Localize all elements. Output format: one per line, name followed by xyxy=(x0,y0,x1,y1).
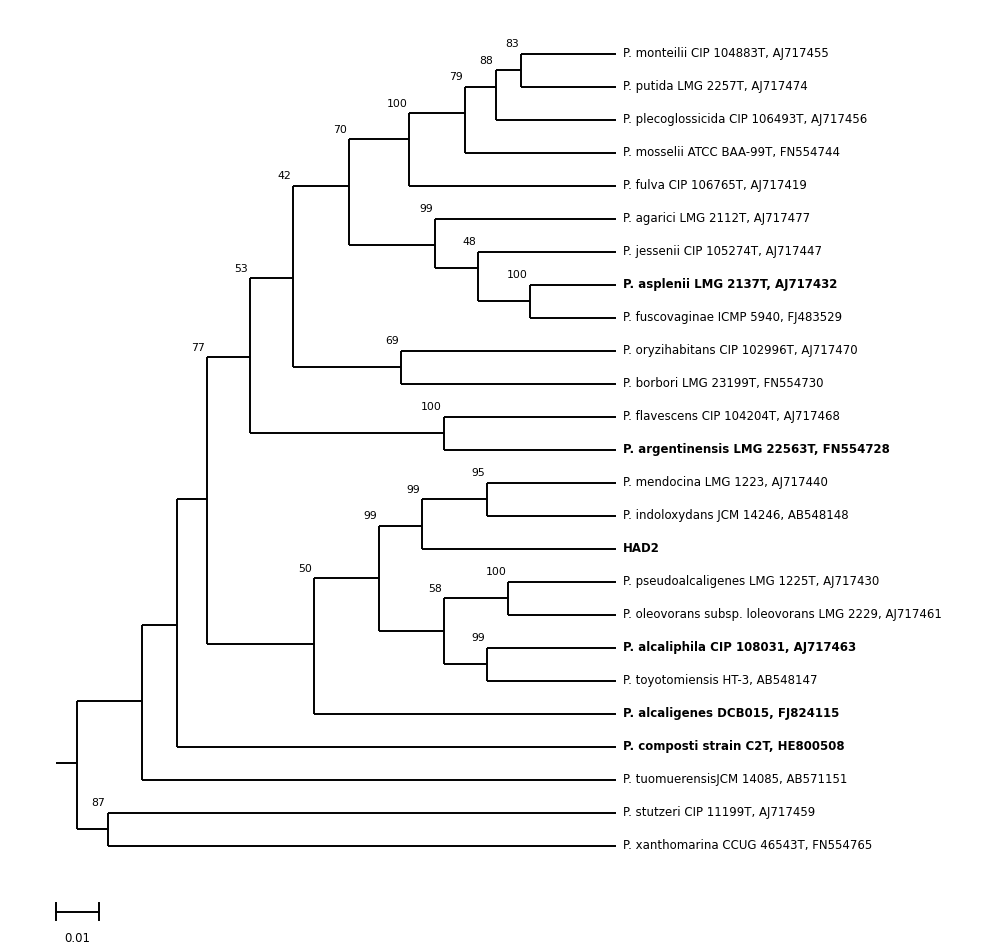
Text: 95: 95 xyxy=(471,468,485,479)
Text: P. flavescens CIP 104204T, AJ717468: P. flavescens CIP 104204T, AJ717468 xyxy=(623,410,840,423)
Text: P. mosselii ATCC BAA-99T, FN554744: P. mosselii ATCC BAA-99T, FN554744 xyxy=(623,146,840,159)
Text: P. jessenii CIP 105274T, AJ717447: P. jessenii CIP 105274T, AJ717447 xyxy=(623,246,822,258)
Text: 79: 79 xyxy=(449,72,463,82)
Text: 53: 53 xyxy=(234,264,248,274)
Text: HAD2: HAD2 xyxy=(623,542,660,556)
Text: 69: 69 xyxy=(385,337,399,346)
Text: 48: 48 xyxy=(462,237,476,247)
Text: P. indoloxydans JCM 14246, AB548148: P. indoloxydans JCM 14246, AB548148 xyxy=(623,509,848,522)
Text: 99: 99 xyxy=(363,511,377,521)
Text: P. putida LMG 2257T, AJ717474: P. putida LMG 2257T, AJ717474 xyxy=(623,81,807,93)
Text: P. toyotomiensis HT-3, AB548147: P. toyotomiensis HT-3, AB548147 xyxy=(623,674,817,687)
Text: 100: 100 xyxy=(421,403,442,412)
Text: P. tuomuerensisJCM 14085, AB571151: P. tuomuerensisJCM 14085, AB571151 xyxy=(623,774,847,786)
Text: P. oryzihabitans CIP 102996T, AJ717470: P. oryzihabitans CIP 102996T, AJ717470 xyxy=(623,344,857,357)
Text: P. asplenii LMG 2137T, AJ717432: P. asplenii LMG 2137T, AJ717432 xyxy=(623,278,837,291)
Text: P. plecoglossicida CIP 106493T, AJ717456: P. plecoglossicida CIP 106493T, AJ717456 xyxy=(623,113,867,126)
Text: P. alcaligenes DCB015, FJ824115: P. alcaligenes DCB015, FJ824115 xyxy=(623,707,839,720)
Text: P. stutzeri CIP 11199T, AJ717459: P. stutzeri CIP 11199T, AJ717459 xyxy=(623,806,815,819)
Text: P. fulva CIP 106765T, AJ717419: P. fulva CIP 106765T, AJ717419 xyxy=(623,179,807,192)
Text: P. alcaliphila CIP 108031, AJ717463: P. alcaliphila CIP 108031, AJ717463 xyxy=(623,641,856,654)
Text: P. fuscovaginae ICMP 5940, FJ483529: P. fuscovaginae ICMP 5940, FJ483529 xyxy=(623,311,842,324)
Text: P. mendocina LMG 1223, AJ717440: P. mendocina LMG 1223, AJ717440 xyxy=(623,476,828,489)
Text: P. xanthomarina CCUG 46543T, FN554765: P. xanthomarina CCUG 46543T, FN554765 xyxy=(623,839,872,852)
Text: 88: 88 xyxy=(480,56,493,66)
Text: 87: 87 xyxy=(92,798,105,809)
Text: 77: 77 xyxy=(191,343,205,353)
Text: 100: 100 xyxy=(507,270,528,281)
Text: 99: 99 xyxy=(419,205,433,214)
Text: P. pseudoalcaligenes LMG 1225T, AJ717430: P. pseudoalcaligenes LMG 1225T, AJ717430 xyxy=(623,575,879,588)
Text: 100: 100 xyxy=(386,99,407,109)
Text: 0.01: 0.01 xyxy=(64,932,90,944)
Text: P. oleovorans subsp. loleovorans LMG 2229, AJ717461: P. oleovorans subsp. loleovorans LMG 222… xyxy=(623,609,942,621)
Text: P. monteilii CIP 104883T, AJ717455: P. monteilii CIP 104883T, AJ717455 xyxy=(623,47,828,60)
Text: P. composti strain C2T, HE800508: P. composti strain C2T, HE800508 xyxy=(623,740,844,754)
Text: P. argentinensis LMG 22563T, FN554728: P. argentinensis LMG 22563T, FN554728 xyxy=(623,444,890,456)
Text: 42: 42 xyxy=(277,172,291,181)
Text: 99: 99 xyxy=(406,485,420,495)
Text: P. borbori LMG 23199T, FN554730: P. borbori LMG 23199T, FN554730 xyxy=(623,377,823,391)
Text: 70: 70 xyxy=(333,125,347,136)
Text: 50: 50 xyxy=(298,564,312,574)
Text: 83: 83 xyxy=(505,40,519,49)
Text: 100: 100 xyxy=(485,568,506,577)
Text: 99: 99 xyxy=(471,633,485,644)
Text: P. agarici LMG 2112T, AJ717477: P. agarici LMG 2112T, AJ717477 xyxy=(623,212,810,226)
Text: 58: 58 xyxy=(428,584,442,594)
